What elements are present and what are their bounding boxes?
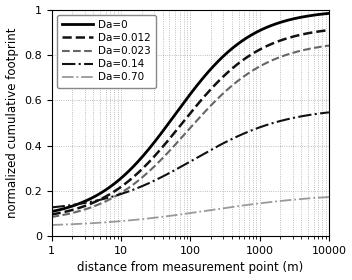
- Da=0.023: [327, 44, 331, 47]
- Line: Da=0.14: Da=0.14: [52, 112, 329, 207]
- Da=0: [168, 120, 172, 123]
- Da=0.012: [327, 29, 331, 32]
- Da=0.70: [156, 216, 160, 219]
- Da=0.012: [168, 137, 172, 140]
- Da=0: [98, 192, 102, 195]
- Da=0.012: [98, 198, 102, 201]
- Da=0.012: [321, 29, 326, 32]
- Da=0.012: [81, 205, 85, 208]
- Da=0.70: [321, 196, 326, 199]
- Da=0.012: [156, 151, 160, 154]
- Da=0: [327, 12, 331, 15]
- Da=0: [156, 136, 160, 139]
- Da=0.14: [50, 206, 54, 209]
- Da=0.70: [291, 198, 296, 201]
- Da=0.14: [98, 198, 102, 202]
- Da=0.023: [81, 208, 85, 212]
- Da=0.023: [321, 45, 326, 48]
- Da=0: [291, 17, 296, 20]
- Da=0.14: [81, 202, 85, 205]
- Da=0: [50, 210, 54, 213]
- Da=0.70: [168, 214, 172, 218]
- Y-axis label: normalized cumulative footprint: normalized cumulative footprint: [6, 28, 19, 218]
- Line: Da=0.70: Da=0.70: [52, 197, 329, 225]
- Line: Da=0.023: Da=0.023: [52, 46, 329, 217]
- Da=0.14: [291, 116, 296, 120]
- Da=0.70: [81, 222, 85, 225]
- Da=0.023: [156, 161, 160, 165]
- Line: Da=0: Da=0: [52, 13, 329, 212]
- Da=0.14: [156, 177, 160, 181]
- Da=0.14: [168, 171, 172, 174]
- Da=0.14: [327, 111, 331, 114]
- X-axis label: distance from measurement point (m): distance from measurement point (m): [77, 262, 303, 274]
- Line: Da=0.012: Da=0.012: [52, 30, 329, 214]
- Da=0.70: [50, 223, 54, 227]
- Da=0: [81, 200, 85, 204]
- Da=0.70: [327, 195, 331, 199]
- Da=0.70: [98, 221, 102, 224]
- Da=0.023: [50, 215, 54, 219]
- Da=0.012: [50, 213, 54, 216]
- Da=0.14: [321, 111, 326, 115]
- Legend: Da=0, Da=0.012, Da=0.023, Da=0.14, Da=0.70: Da=0, Da=0.012, Da=0.023, Da=0.14, Da=0.…: [57, 15, 156, 88]
- Da=0.023: [291, 51, 296, 54]
- Da=0.023: [168, 149, 172, 152]
- Da=0.023: [98, 202, 102, 206]
- Da=0.012: [291, 35, 296, 38]
- Da=0: [321, 12, 326, 16]
